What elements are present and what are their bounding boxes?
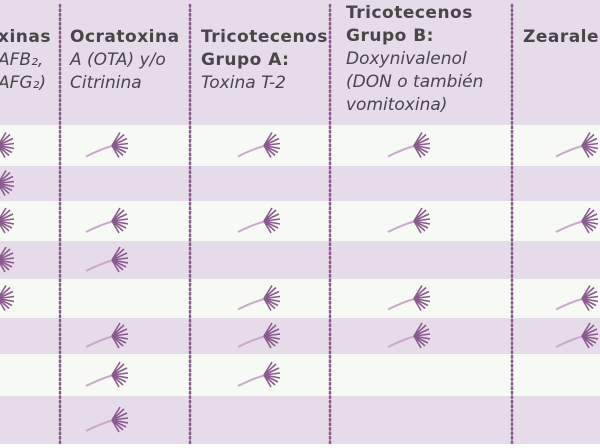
column-title: Zearalen (523, 27, 600, 47)
row-bg (0, 318, 600, 354)
column-subtitle: (DON o también (346, 72, 483, 92)
row-bg (0, 241, 600, 279)
column-subtitle: vomitoxina) (346, 95, 447, 115)
column-subtitle: Toxina T-2 (201, 73, 286, 93)
row-bg (0, 354, 600, 396)
column-subtitle: A (OTA) y/o (69, 50, 166, 70)
header-bg (0, 0, 600, 125)
column-title: Tricotecenos (346, 3, 473, 23)
column-subtitle: Citrinina (70, 73, 142, 93)
column-title: xinas (0, 27, 51, 47)
column-title: Grupo B: (346, 26, 434, 46)
column-title: Grupo A: (201, 50, 289, 70)
row-bg (0, 279, 600, 318)
column-subtitle: Doxynivalenol (346, 49, 467, 69)
row-bg (0, 201, 600, 241)
row-bg (0, 125, 600, 166)
column-title: Ocratoxina (70, 27, 180, 47)
row-bg (0, 396, 600, 444)
column-title: Tricotecenos (201, 27, 328, 47)
column-subtitle: AFG₂) (0, 73, 46, 93)
column-subtitle: AFB₂, (0, 50, 43, 70)
row-bg (0, 166, 600, 201)
